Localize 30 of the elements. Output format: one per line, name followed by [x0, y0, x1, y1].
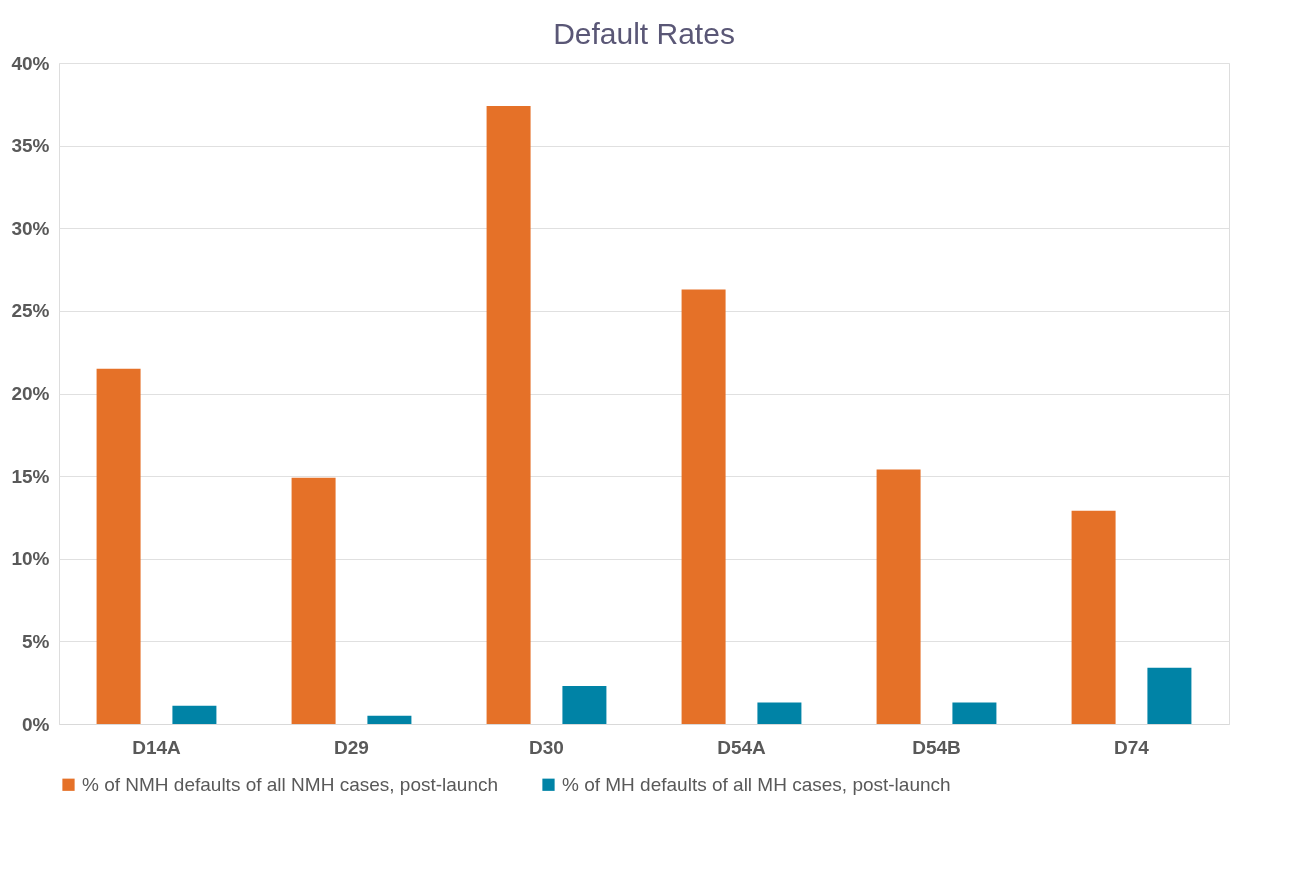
chart-title: Default Rates: [553, 17, 735, 50]
legend-label: % of MH defaults of all MH cases, post-launch: [562, 773, 951, 795]
bar: [172, 705, 217, 724]
y-tick-label: 40%: [11, 52, 50, 74]
legend-label: % of NMH defaults of all NMH cases, post-launch: [82, 773, 499, 795]
y-tick-label: 10%: [11, 548, 50, 570]
y-tick-label: 25%: [11, 300, 50, 322]
y-tick-label: 30%: [11, 217, 50, 239]
bar: [876, 469, 921, 724]
y-tick-label: 20%: [11, 383, 50, 404]
bar: [96, 368, 141, 724]
y-tick-label: 35%: [11, 135, 50, 157]
y-tick-label: 0%: [22, 713, 50, 735]
bar: [757, 702, 802, 724]
x-tick-label: D54B: [912, 736, 961, 758]
x-tick-label: D74: [1114, 736, 1150, 758]
bar: [952, 702, 997, 724]
bar: [681, 289, 726, 724]
bar: [291, 477, 336, 724]
y-tick-label: 5%: [22, 630, 50, 652]
bar: [562, 685, 607, 724]
x-tick-label: D14A: [132, 736, 182, 758]
bar: [486, 105, 531, 724]
bar: [1071, 510, 1116, 724]
bar: [367, 715, 412, 724]
x-tick-label: D54A: [717, 736, 767, 758]
x-tick-label: D30: [529, 736, 564, 758]
x-tick-label: D29: [334, 736, 369, 758]
bar: [1147, 667, 1192, 724]
y-tick-label: 15%: [11, 465, 50, 487]
